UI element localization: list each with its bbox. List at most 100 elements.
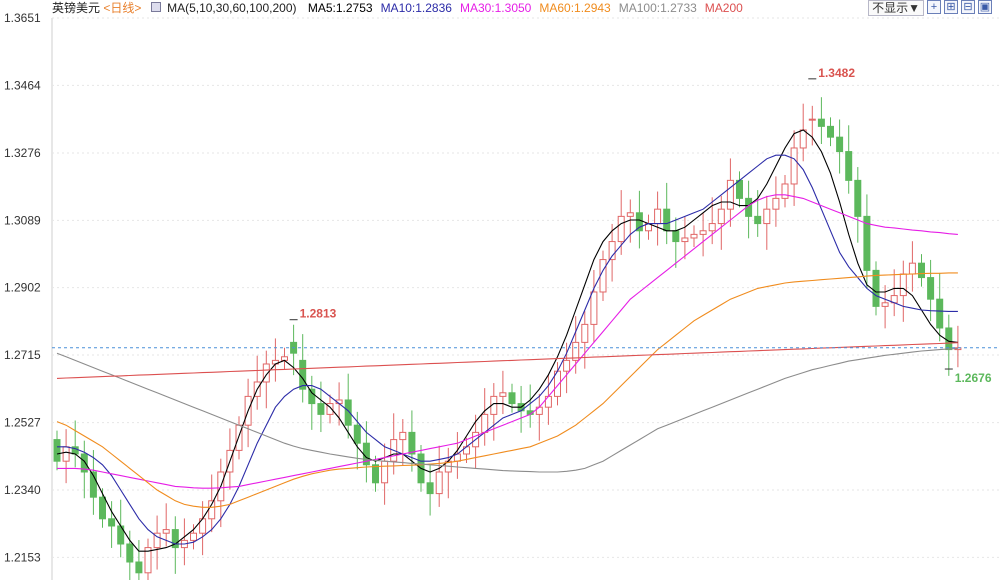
candle-body [326,403,334,415]
candle-body [845,151,853,181]
candle [854,167,862,243]
y-tick-label: 1.2527 [4,416,41,430]
candle [235,416,243,460]
candle [645,214,652,240]
candle-body [317,403,325,415]
ma-line-ma10 [57,154,958,545]
candle-body [599,259,607,293]
ma-line-ma30 [57,194,958,489]
candle [253,355,261,410]
candle-body [426,482,434,495]
candle [572,316,580,374]
candle-body [299,359,307,390]
candle-body [190,532,197,541]
ma-value-label: MA200 [704,1,743,15]
candle [836,119,844,174]
y-tick-label: 1.2340 [4,483,41,497]
candle-body [262,363,270,383]
candle-body [763,208,771,225]
candle-body [153,532,161,549]
zoom-out-icon[interactable]: ⊟ [961,0,975,14]
ma-line-ma60 [56,272,958,508]
candle-body [790,147,798,185]
candle-body [508,392,516,405]
candle-body [481,413,489,433]
candle [108,501,116,548]
chart-toolbar: 不显示▼ + ⊞ ⊟ ▣ [868,0,992,16]
candle-body [99,496,106,520]
y-tick-label: 1.2902 [4,281,41,295]
symbol-label: 英镑美元 [52,1,101,15]
candle [399,419,407,466]
candle-body [854,179,862,217]
candle-body [817,118,825,127]
candle [162,503,170,547]
candle [563,342,571,394]
crosshair-icon[interactable]: + [927,0,941,14]
candle [599,250,607,301]
ma-values: MA5:1.2753 MA10:1.2836 MA30:1.3050 MA60:1.2… [308,0,751,16]
candle [772,176,780,227]
y-tick-label: 1.3464 [4,78,41,92]
candle-body [827,125,834,138]
candle [690,225,698,247]
candle [353,411,361,470]
settings-icon[interactable] [150,2,161,12]
candle [745,180,753,239]
candle-body [726,179,734,210]
y-tick-label: 1.2715 [4,348,41,362]
candle-body [945,327,953,351]
candle-body [808,118,816,121]
period-selector[interactable]: <日线> [103,1,142,15]
fit-icon[interactable]: ▣ [978,0,992,14]
candle-body [80,453,88,473]
candle [180,518,188,566]
candle [781,174,789,208]
candle [754,190,762,237]
ma-value-label: MA5:1.2753 [307,1,373,15]
candle-body [53,439,61,462]
candle-body [372,464,379,484]
candle-body [736,179,743,199]
candle [244,378,252,448]
candle-body [672,230,680,243]
candle [499,370,507,415]
candle [945,314,953,376]
y-tick-label: 1.3651 [4,11,41,25]
candle-body [344,399,352,426]
ma-line-ma200 [56,342,958,379]
candle-body [108,518,116,527]
annotation-label: 1.2813 [300,307,337,321]
candle-body [635,212,643,232]
y-tick-label: 1.3089 [4,213,41,227]
candle [827,117,834,147]
candle-body [690,233,698,239]
candle [508,383,516,413]
candle [717,195,725,250]
candle [144,538,152,580]
candle-body [89,471,97,498]
display-select[interactable]: 不显示▼ [868,0,924,16]
candle [808,105,816,146]
candle-body [681,237,689,243]
candle [153,515,161,570]
candle-body [126,543,134,563]
candle [171,516,179,574]
zoom-in-icon[interactable]: ⊞ [944,0,958,14]
candle-body [171,529,179,549]
candle-body [772,197,780,210]
candle-body [381,460,389,484]
candle [899,260,907,322]
candle [890,269,898,317]
candle [89,450,97,515]
candle [372,455,379,492]
candle [863,194,871,289]
candle-body [572,341,580,361]
candle-body [708,223,716,232]
candle [817,97,825,145]
ma-value-label: MA60:1.2943 [539,1,611,15]
candle [71,420,79,468]
candle-body [717,208,725,225]
candle [845,125,853,194]
